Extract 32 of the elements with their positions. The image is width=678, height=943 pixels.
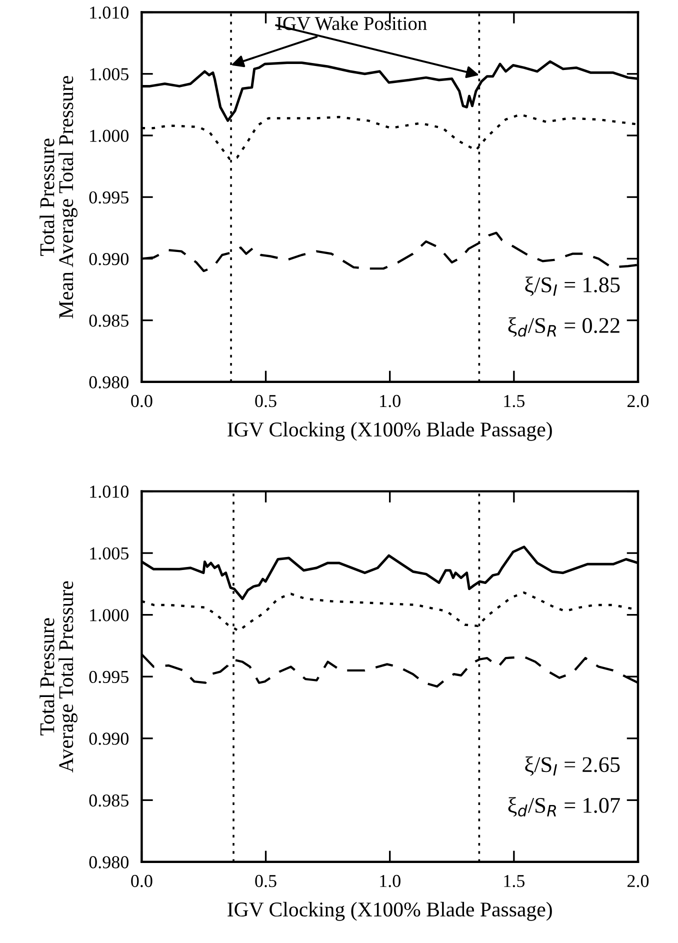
- annotation: ξ$_{d}$/S$_{R}$ = 0.22: [508, 317, 620, 337]
- x-axis-title: IGV Clocking (X100% Blade Passage): [228, 902, 552, 921]
- y-tick-label: 0.980: [89, 376, 129, 388]
- y-tick-label: 1.010: [90, 486, 129, 498]
- x-tick-label: 0.0: [131, 874, 152, 888]
- y-tick-label: 0.990: [89, 252, 129, 266]
- x-tick-label: 0.5: [255, 394, 276, 408]
- y-tick-label: 1.005: [90, 68, 128, 80]
- x-tick-label: 2.0: [628, 394, 649, 408]
- y-axis-title: Total Pressure Mean Average Total Pressure: [40, 76, 78, 318]
- x-tick-label: 1.5: [504, 875, 525, 888]
- y-tick-label: 0.995: [89, 670, 128, 684]
- y-axis-title: Total Pressure Average Total Pressure: [40, 581, 78, 772]
- annotation: ξ/S$_{I}$ = 2.65: [525, 756, 620, 776]
- x-tick-label: 0.0: [131, 394, 152, 408]
- annotation: ξ$_{d}$/S$_{R}$ = 1.07: [508, 797, 620, 817]
- y-tick-label: 0.990: [89, 732, 129, 745]
- x-axis-title: IGV Clocking (X100% Blade Passage): [228, 422, 552, 441]
- y-tick-label: 0.995: [89, 191, 128, 204]
- x-tick-label: 1.5: [504, 395, 525, 408]
- x-tick-label: 1.0: [380, 874, 400, 888]
- x-tick-label: 2.0: [628, 874, 649, 888]
- x-tick-label: 0.5: [255, 874, 276, 888]
- x-tick-label: 1.0: [380, 394, 400, 408]
- y-tick-label: 0.985: [89, 314, 128, 327]
- y-tick-label: 1.005: [90, 547, 128, 560]
- annotation: ξ/S$_{I}$ = 1.85: [525, 276, 620, 296]
- y-tick-label: 0.985: [89, 794, 128, 807]
- y-tick-label: 1.010: [90, 6, 129, 19]
- y-tick-label: 0.980: [89, 856, 129, 868]
- y-tick-label: 1.000: [90, 130, 129, 142]
- y-tick-label: 1.000: [90, 609, 129, 622]
